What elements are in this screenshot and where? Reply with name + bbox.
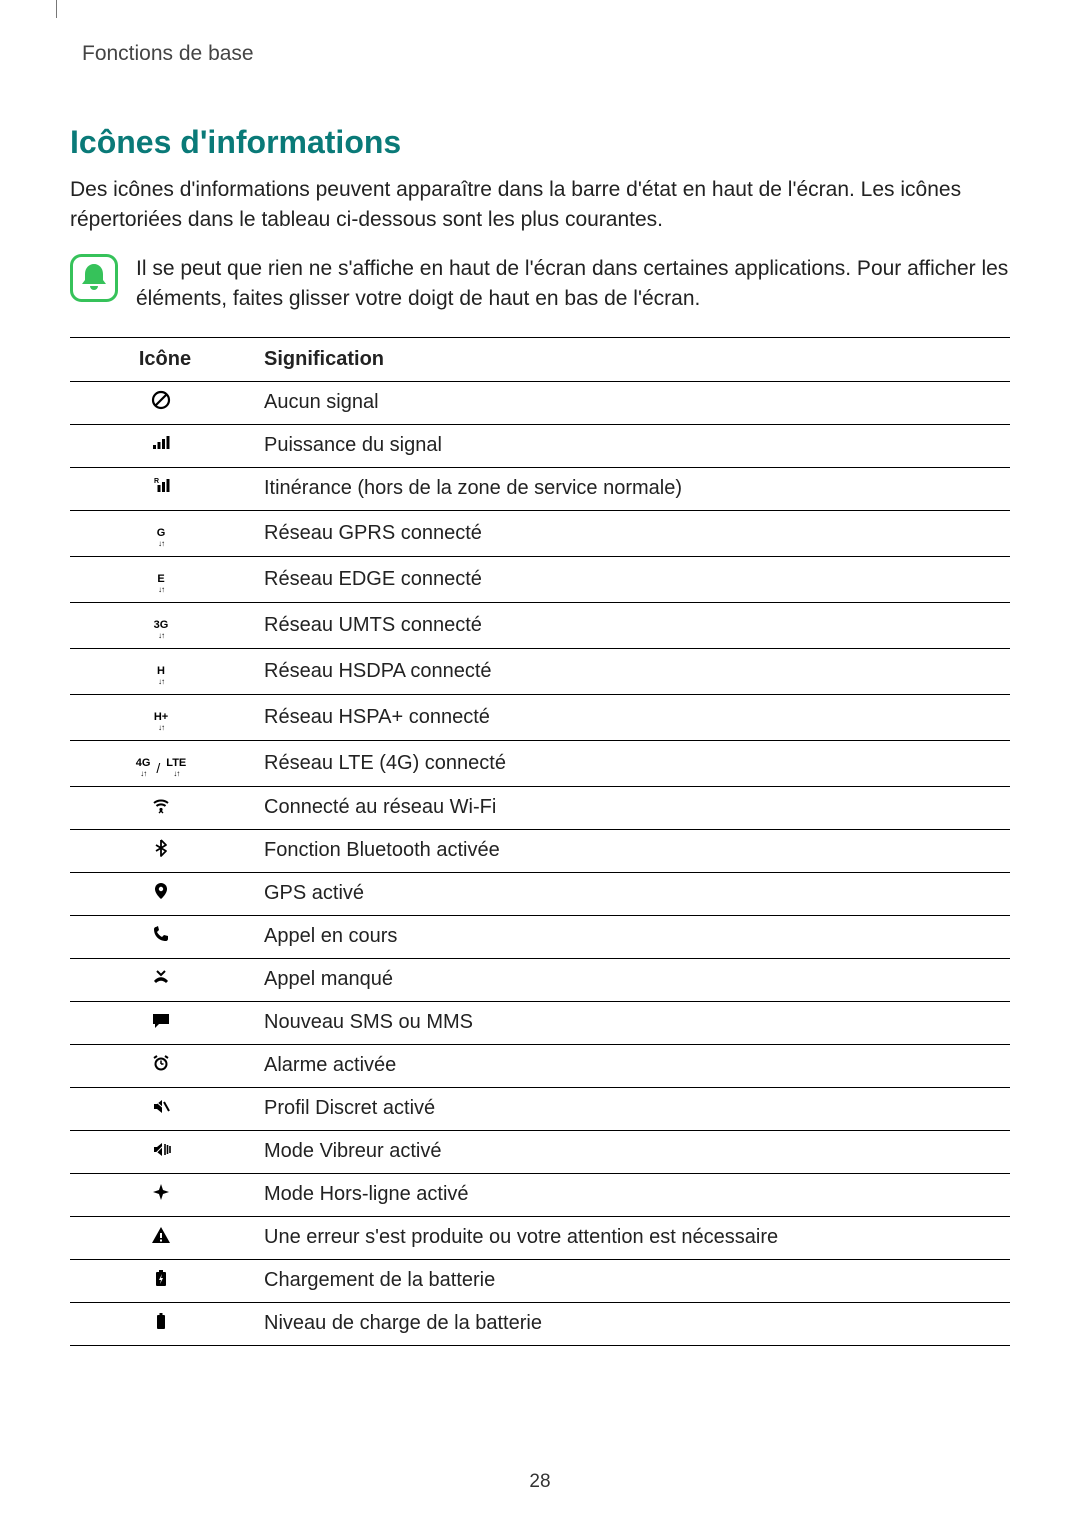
table-row: H↓↑Réseau HSDPA connecté bbox=[70, 648, 1010, 694]
meaning-cell: Puissance du signal bbox=[252, 424, 1010, 467]
note-bell-icon bbox=[70, 254, 118, 302]
meaning-cell: Chargement de la batterie bbox=[252, 1259, 1010, 1302]
meaning-cell: Réseau GPRS connecté bbox=[252, 510, 1010, 556]
table-row: Puissance du signal bbox=[70, 424, 1010, 467]
table-row: Nouveau SMS ou MMS bbox=[70, 1001, 1010, 1044]
table-row: Mode Vibreur activé bbox=[70, 1130, 1010, 1173]
meaning-cell: Réseau UMTS connecté bbox=[252, 602, 1010, 648]
table-row: Niveau de charge de la batterie bbox=[70, 1302, 1010, 1345]
mute-icon bbox=[70, 1087, 252, 1130]
table-row: Connecté au réseau Wi-Fi bbox=[70, 786, 1010, 829]
gprs-icon: G↓↑ bbox=[70, 510, 252, 556]
vibrate-icon bbox=[70, 1130, 252, 1173]
edge-icon: E↓↑ bbox=[70, 556, 252, 602]
meaning-cell: Niveau de charge de la batterie bbox=[252, 1302, 1010, 1345]
meaning-cell: Une erreur s'est produite ou votre atten… bbox=[252, 1216, 1010, 1259]
table-row: Alarme activée bbox=[70, 1044, 1010, 1087]
lte-icon: 4G↓↑/LTE↓↑ bbox=[70, 740, 252, 786]
intro-paragraph: Des icônes d'informations peuvent appara… bbox=[70, 175, 1010, 236]
missed-call-icon bbox=[70, 958, 252, 1001]
warning-icon bbox=[70, 1216, 252, 1259]
meaning-cell: Réseau HSPA+ connecté bbox=[252, 694, 1010, 740]
page-number: 28 bbox=[0, 1471, 1080, 1493]
meaning-cell: Mode Hors-ligne activé bbox=[252, 1173, 1010, 1216]
meaning-cell: Réseau EDGE connecté bbox=[252, 556, 1010, 602]
signal-icon bbox=[70, 424, 252, 467]
bluetooth-icon bbox=[70, 829, 252, 872]
icon-table: Icône Signification Aucun signalPuissanc… bbox=[70, 337, 1010, 1346]
table-row: Aucun signal bbox=[70, 381, 1010, 424]
meaning-cell: Mode Vibreur activé bbox=[252, 1130, 1010, 1173]
header-meaning: Signification bbox=[252, 337, 1010, 381]
battery-icon bbox=[70, 1302, 252, 1345]
table-row: Profil Discret activé bbox=[70, 1087, 1010, 1130]
meaning-cell: Fonction Bluetooth activée bbox=[252, 829, 1010, 872]
document-page: Fonctions de base Icônes d'informations … bbox=[0, 0, 1080, 1527]
gps-icon bbox=[70, 872, 252, 915]
hsdpa-icon: H↓↑ bbox=[70, 648, 252, 694]
meaning-cell: Alarme activée bbox=[252, 1044, 1010, 1087]
table-row: Appel manqué bbox=[70, 958, 1010, 1001]
no-signal-icon bbox=[70, 381, 252, 424]
meaning-cell: Itinérance (hors de la zone de service n… bbox=[252, 467, 1010, 510]
note-text: Il se peut que rien ne s'affiche en haut… bbox=[136, 254, 1010, 315]
table-header-row: Icône Signification bbox=[70, 337, 1010, 381]
wifi-icon bbox=[70, 786, 252, 829]
table-row: Fonction Bluetooth activée bbox=[70, 829, 1010, 872]
section-title: Icônes d'informations bbox=[70, 124, 1010, 161]
meaning-cell: Aucun signal bbox=[252, 381, 1010, 424]
table-row: G↓↑Réseau GPRS connecté bbox=[70, 510, 1010, 556]
table-row: Appel en cours bbox=[70, 915, 1010, 958]
breadcrumb: Fonctions de base bbox=[82, 42, 1010, 66]
meaning-cell: GPS activé bbox=[252, 872, 1010, 915]
table-row: 4G↓↑/LTE↓↑Réseau LTE (4G) connecté bbox=[70, 740, 1010, 786]
umts-icon: 3G↓↑ bbox=[70, 602, 252, 648]
table-row: E↓↑Réseau EDGE connecté bbox=[70, 556, 1010, 602]
hspa-plus-icon: H+↓↑ bbox=[70, 694, 252, 740]
meaning-cell: Réseau LTE (4G) connecté bbox=[252, 740, 1010, 786]
sms-icon bbox=[70, 1001, 252, 1044]
meaning-cell: Appel manqué bbox=[252, 958, 1010, 1001]
call-icon bbox=[70, 915, 252, 958]
note-block: Il se peut que rien ne s'affiche en haut… bbox=[70, 254, 1010, 315]
meaning-cell: Connecté au réseau Wi-Fi bbox=[252, 786, 1010, 829]
charging-icon bbox=[70, 1259, 252, 1302]
airplane-icon bbox=[70, 1173, 252, 1216]
meaning-cell: Réseau HSDPA connecté bbox=[252, 648, 1010, 694]
meaning-cell: Nouveau SMS ou MMS bbox=[252, 1001, 1010, 1044]
table-row: GPS activé bbox=[70, 872, 1010, 915]
tab-edge-decoration bbox=[48, 0, 57, 18]
table-row: Itinérance (hors de la zone de service n… bbox=[70, 467, 1010, 510]
table-row: H+↓↑Réseau HSPA+ connecté bbox=[70, 694, 1010, 740]
table-row: 3G↓↑Réseau UMTS connecté bbox=[70, 602, 1010, 648]
table-row: Mode Hors-ligne activé bbox=[70, 1173, 1010, 1216]
meaning-cell: Profil Discret activé bbox=[252, 1087, 1010, 1130]
alarm-icon bbox=[70, 1044, 252, 1087]
roaming-icon bbox=[70, 467, 252, 510]
table-row: Chargement de la batterie bbox=[70, 1259, 1010, 1302]
meaning-cell: Appel en cours bbox=[252, 915, 1010, 958]
table-row: Une erreur s'est produite ou votre atten… bbox=[70, 1216, 1010, 1259]
header-icon: Icône bbox=[70, 337, 252, 381]
